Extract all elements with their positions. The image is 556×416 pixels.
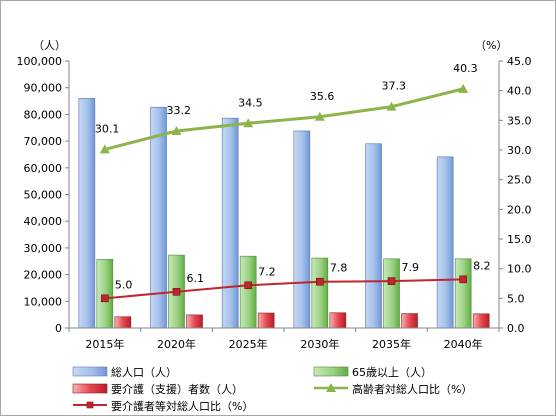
axes <box>68 61 500 332</box>
legend-swatch-65-plus <box>313 366 349 377</box>
bar-series-2-2030年 <box>311 257 329 329</box>
marker-care-ratio <box>316 277 324 286</box>
data-label-care-ratio: 5.0 <box>115 278 133 291</box>
data-label-elderly-ratio: 34.5 <box>238 96 263 109</box>
bar-series-2-2015年 <box>96 259 114 329</box>
x-tick-label: 2015年 <box>85 337 124 351</box>
right-axis-ticks: 0.0 5.0 10.0 15.0 20.0 25.0 30.0 35.0 40.0 45.0 <box>499 55 532 335</box>
left-tick-label: 30,000 <box>24 242 63 255</box>
legend: 総人口（人） 65歳以上（人） 要介護（支援）者数（人） 高齢者対総人口比（%）… <box>72 365 472 413</box>
data-label-elderly-ratio: 33.2 <box>167 104 192 117</box>
x-tick-label: 2035年 <box>372 337 411 351</box>
marker-elderly-ratio <box>458 83 469 93</box>
marker-care-ratio <box>172 288 181 296</box>
x-tick-label: 2025年 <box>229 337 268 351</box>
x-axis-labels: 2015年 2020年 2025年 2030年 2035年 2040年 <box>85 337 482 351</box>
data-label-elderly-ratio: 40.3 <box>453 62 478 75</box>
right-axis-unit: （%） <box>475 39 507 52</box>
left-tick-label: 100,000 <box>17 55 63 68</box>
x-tick-label: 2040年 <box>444 337 483 351</box>
left-tick-label: 20,000 <box>24 269 63 282</box>
bar-series-2-2035年 <box>383 258 400 329</box>
right-tick-label: 40.0 <box>507 85 532 98</box>
marker-elderly-ratio <box>99 144 110 154</box>
legend-label-care-ratio: 要介護者等対総人口比（%） <box>111 399 253 413</box>
bar-series-1-2040年 <box>436 156 454 329</box>
right-tick-label: 20.0 <box>507 203 532 216</box>
left-tick-label: 80,000 <box>24 108 63 121</box>
left-tick-label: 70,000 <box>24 135 63 148</box>
left-tick-label: 0 <box>55 322 62 335</box>
x-tick-label: 2020年 <box>157 337 196 351</box>
marker-elderly-ratio <box>386 101 397 111</box>
legend-label-total-population: 総人口（人） <box>111 365 177 379</box>
marker-care-ratio <box>387 277 396 285</box>
bar-series-1-2025年 <box>221 117 239 329</box>
bar-series-3-2035年 <box>401 313 418 329</box>
legend-swatch-care-recipients <box>72 383 108 394</box>
x-tick-label: 2030年 <box>300 337 339 351</box>
data-label-elderly-ratio: 37.3 <box>382 80 407 93</box>
line-care-ratio <box>104 278 464 300</box>
bar-series-2-2040年 <box>454 258 472 329</box>
marker-elderly-ratio <box>243 118 254 128</box>
bar-series-1-2030年 <box>293 130 311 329</box>
legend-marker-elderly-ratio <box>326 383 336 392</box>
legend-label-elderly-ratio: 高齢者対総人口比（%） <box>352 382 472 396</box>
bar-series-3-2030年 <box>329 312 347 329</box>
legend-label-care-recipients: 要介護（支援）者数（人） <box>111 382 243 396</box>
bar-series-3-2020年 <box>186 314 203 329</box>
legend-marker-care-ratio <box>86 401 94 409</box>
marker-care-ratio <box>101 294 109 303</box>
data-label-elderly-ratio: 35.6 <box>310 90 335 103</box>
right-tick-label: 25.0 <box>507 174 532 187</box>
data-label-elderly-ratio: 30.1 <box>95 122 120 135</box>
left-tick-label: 10,000 <box>24 295 63 308</box>
bar-series-3-2040年 <box>472 313 490 329</box>
bar-series-2-2025年 <box>239 255 257 329</box>
left-tick-label: 50,000 <box>24 189 63 202</box>
bar-series-3-2025年 <box>257 312 275 329</box>
marker-elderly-ratio <box>171 126 182 136</box>
left-tick-label: 90,000 <box>24 82 63 95</box>
bar-series-3-2015年 <box>114 316 132 329</box>
right-tick-label: 5.0 <box>507 292 525 305</box>
right-tick-label: 35.0 <box>507 114 532 127</box>
bar-series-1-2015年 <box>78 98 96 329</box>
right-tick-label: 30.0 <box>507 144 532 157</box>
data-label-care-ratio: 7.8 <box>330 262 348 275</box>
marker-care-ratio <box>244 281 252 290</box>
left-tick-label: 40,000 <box>24 215 63 228</box>
data-label-care-ratio: 7.2 <box>258 265 276 278</box>
right-tick-label: 10.0 <box>507 263 532 276</box>
bar-series-1-2035年 <box>365 143 382 329</box>
right-tick-label: 0.0 <box>507 322 525 335</box>
line-series: 30.1 33.2 34.5 35.6 37.3 40.3 5.0 6.1 7.2 7.8 7.9 8… <box>95 62 491 303</box>
marker-elderly-ratio <box>314 111 325 121</box>
legend-swatch-total-population <box>72 366 108 377</box>
right-tick-label: 15.0 <box>507 233 532 246</box>
marker-care-ratio <box>459 275 467 284</box>
left-tick-label: 60,000 <box>24 162 63 175</box>
data-label-care-ratio: 6.1 <box>187 272 205 285</box>
data-label-care-ratio: 7.9 <box>402 261 420 274</box>
right-tick-label: 45.0 <box>507 55 532 68</box>
bars <box>78 98 490 329</box>
left-axis-ticks: 0 10,000 20,000 30,000 40,000 50,000 60,000 70,… <box>17 55 69 335</box>
legend-label-65-plus: 65歳以上（人） <box>352 366 432 379</box>
left-axis-unit: （人） <box>33 39 66 52</box>
line-elderly-ratio <box>104 87 464 151</box>
data-label-care-ratio: 8.2 <box>473 259 491 272</box>
